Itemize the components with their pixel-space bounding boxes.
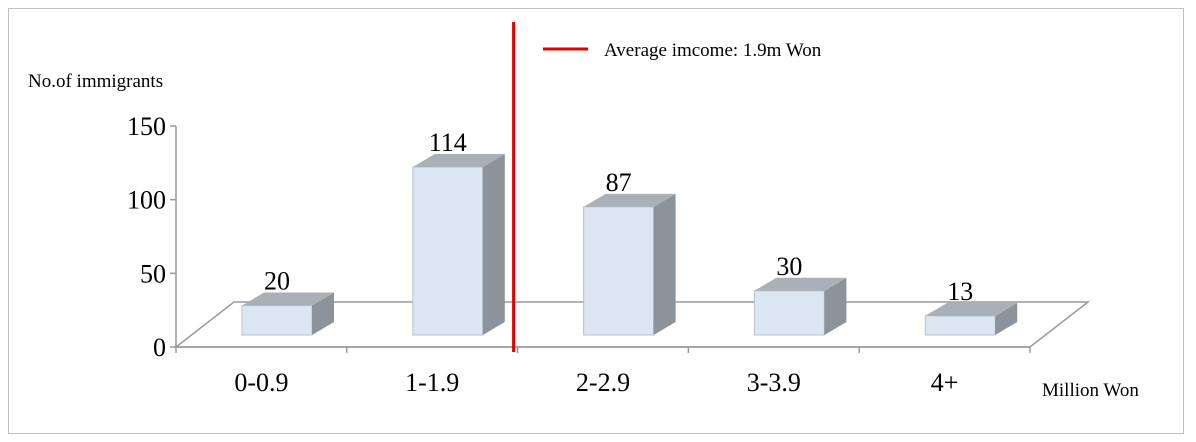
x-tick-label: 0-0.9 (234, 368, 288, 397)
bar-front (924, 315, 996, 336)
bar: 87 (583, 168, 676, 336)
bar-side (312, 292, 334, 335)
bar: 114 (412, 128, 505, 336)
legend-label: Average imcome: 1.9m Won (604, 40, 822, 61)
bar-top (925, 302, 1018, 316)
bars-group: 20 114 87 30 13 (241, 128, 1018, 336)
bar-value-label: 20 (264, 267, 290, 296)
bar-side (482, 154, 505, 335)
legend: Average imcome: 1.9m Won (543, 40, 822, 61)
y-tick-label: 50 (140, 259, 166, 288)
bar-value-label: 114 (429, 128, 467, 157)
bar-top (754, 277, 847, 291)
bar-top (583, 193, 676, 207)
y-tick-label: 0 (153, 333, 166, 362)
bar-front (583, 206, 655, 336)
bar: 30 (753, 252, 847, 336)
x-axis-ticks: 0-0.9 1-1.9 2-2.9 3-3.9 4+ (175, 347, 1031, 397)
bar-value-label: 13 (947, 277, 973, 306)
bar-side (995, 302, 1018, 335)
y-tick-label: 100 (127, 186, 166, 215)
x-tick-label: 2-2.9 (576, 368, 630, 397)
bar: 20 (241, 267, 334, 336)
bar-value-label: 87 (606, 168, 632, 197)
bar-value-label: 30 (776, 252, 802, 281)
bar: 13 (924, 277, 1018, 336)
bar-side (653, 193, 676, 335)
bar-top (412, 154, 505, 168)
x-tick-label: 3-3.9 (747, 368, 801, 397)
bar-side (824, 277, 847, 335)
x-axis-title: Million Won (1042, 380, 1139, 401)
bar-front (412, 166, 484, 336)
y-axis-ticks: 0 50 100 150 (127, 112, 176, 362)
y-axis-title: No.of immigrants (28, 71, 163, 92)
bar-front (241, 305, 313, 336)
x-tick-label: 4+ (931, 368, 959, 397)
y-tick-label: 150 (127, 112, 166, 141)
x-tick-label: 1-1.9 (405, 368, 459, 397)
bar-front (753, 290, 825, 336)
bar-top (242, 292, 334, 306)
